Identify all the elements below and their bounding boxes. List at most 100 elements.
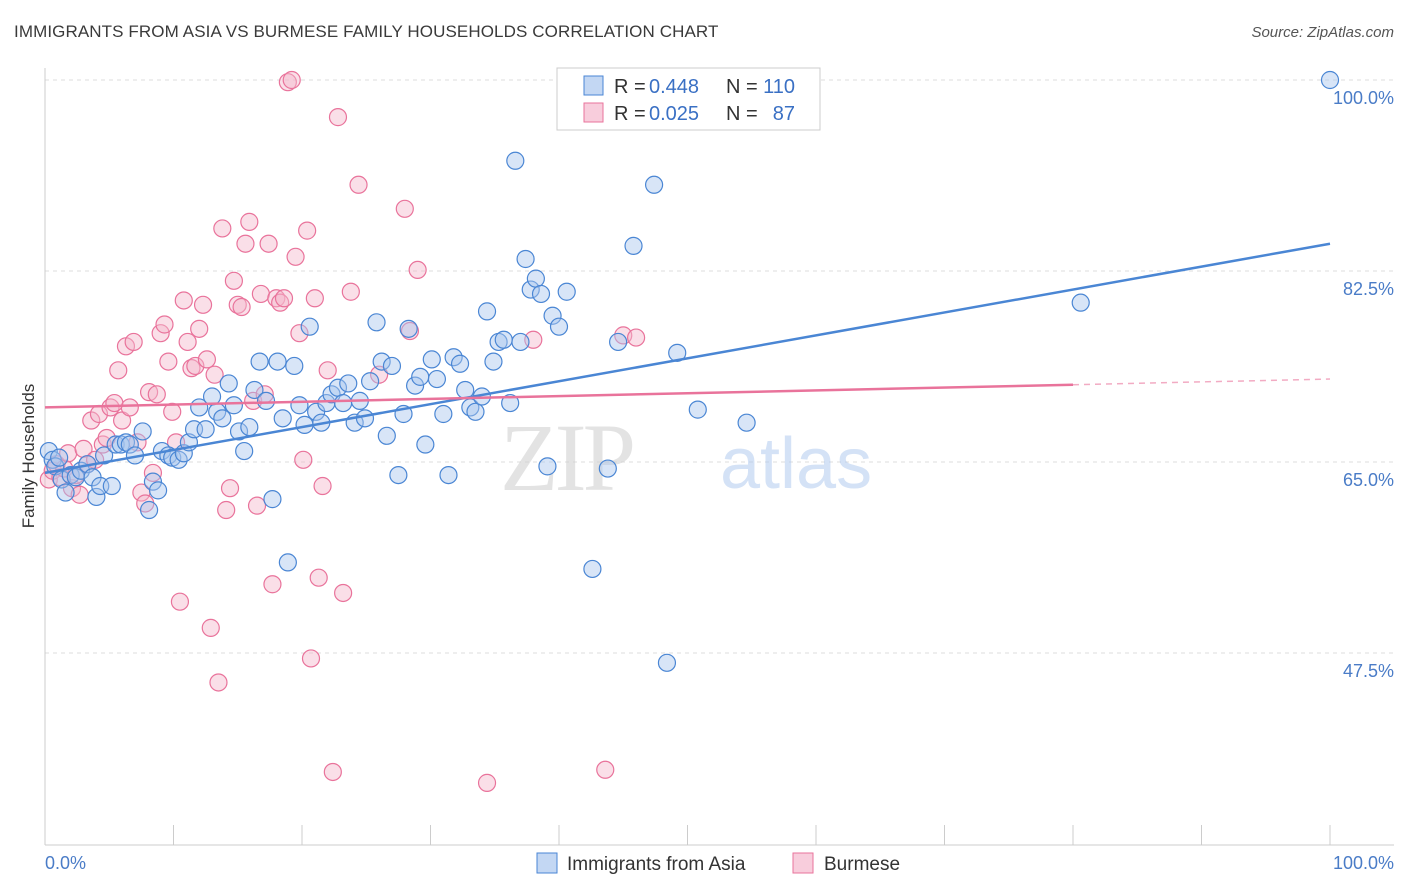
trend-lines bbox=[44, 242, 1331, 475]
data-point-asia bbox=[133, 422, 152, 441]
data-point-burmese bbox=[232, 297, 251, 317]
data-point-burmese bbox=[155, 315, 174, 334]
legend-swatch-burmese bbox=[583, 102, 604, 123]
data-point-burmese bbox=[626, 328, 646, 347]
data-point-asia bbox=[511, 332, 530, 352]
y-axis-tick-labels: 100.0% 82.5% 65.0% 47.5% bbox=[1333, 88, 1394, 681]
data-point-burmese bbox=[193, 295, 213, 314]
data-point-asia bbox=[516, 249, 535, 269]
chart-title: IMMIGRANTS FROM ASIA VS BURMESE FAMILY H… bbox=[14, 22, 719, 41]
series-asia-points bbox=[39, 70, 1340, 672]
data-point-asia bbox=[427, 369, 447, 389]
x-tick-label-right: 100.0% bbox=[1333, 853, 1394, 873]
data-point-asia bbox=[372, 352, 391, 371]
data-point-asia bbox=[439, 465, 458, 485]
data-point-burmese bbox=[282, 70, 301, 90]
data-point-asia bbox=[521, 280, 540, 299]
data-point-burmese bbox=[395, 199, 414, 218]
data-point-burmese bbox=[328, 108, 348, 127]
bottom-legend-label-asia: Immigrants from Asia bbox=[567, 854, 746, 875]
data-point-burmese bbox=[105, 393, 124, 413]
data-point-asia bbox=[355, 409, 375, 428]
data-point-asia bbox=[213, 409, 232, 428]
legend-r-label-burmese: R = bbox=[614, 103, 646, 125]
data-point-burmese bbox=[217, 500, 236, 520]
bottom-legend: Immigrants from Asia Burmese bbox=[536, 852, 900, 875]
data-point-asia bbox=[240, 417, 259, 437]
data-point-asia bbox=[1320, 70, 1340, 90]
data-point-burmese bbox=[124, 332, 143, 352]
legend-n-label-burmese: N = bbox=[726, 103, 758, 125]
data-point-asia bbox=[598, 459, 617, 478]
data-point-asia bbox=[367, 313, 386, 332]
data-point-burmese bbox=[209, 673, 228, 692]
data-point-asia bbox=[278, 553, 297, 572]
data-point-asia bbox=[737, 413, 756, 432]
data-point-asia bbox=[263, 490, 282, 509]
stats-legend: R = 0.448 N = 110 R = 0.025 N = 87 bbox=[556, 67, 821, 131]
gridlines bbox=[45, 79, 1394, 654]
data-point-asia bbox=[361, 372, 380, 391]
data-point-asia bbox=[549, 317, 569, 336]
data-point-burmese bbox=[240, 212, 259, 231]
data-point-burmese bbox=[298, 221, 317, 240]
data-point-burmese bbox=[201, 618, 220, 637]
data-point-asia bbox=[334, 393, 353, 413]
data-point-asia bbox=[148, 481, 168, 500]
data-point-asia bbox=[444, 348, 463, 367]
data-point-burmese bbox=[74, 439, 93, 459]
data-point-asia bbox=[120, 435, 139, 454]
y-axis-label: Family Households bbox=[19, 384, 38, 529]
data-point-asia bbox=[477, 302, 497, 321]
data-point-asia bbox=[273, 409, 292, 428]
data-point-asia bbox=[526, 269, 545, 288]
data-point-burmese bbox=[109, 361, 128, 380]
data-point-burmese bbox=[205, 365, 224, 384]
data-point-burmese bbox=[313, 476, 332, 496]
data-point-asia bbox=[538, 457, 557, 476]
y-tick-label: 82.5% bbox=[1343, 279, 1394, 299]
data-point-burmese bbox=[120, 398, 139, 417]
data-point-burmese bbox=[318, 361, 337, 380]
data-point-burmese bbox=[305, 289, 324, 308]
data-point-burmese bbox=[190, 319, 209, 338]
bottom-legend-label-burmese: Burmese bbox=[824, 854, 900, 875]
data-point-asia bbox=[268, 352, 287, 371]
chart-source: Source: ZipAtlas.com bbox=[1251, 24, 1394, 41]
data-point-asia bbox=[245, 380, 264, 400]
data-point-asia bbox=[39, 441, 58, 461]
data-point-asia bbox=[339, 374, 358, 393]
data-point-asia bbox=[531, 284, 551, 304]
data-point-asia bbox=[506, 151, 525, 170]
data-point-asia bbox=[300, 317, 319, 336]
data-point-burmese bbox=[334, 583, 353, 603]
data-point-asia bbox=[543, 306, 562, 325]
data-point-asia bbox=[139, 500, 159, 520]
data-point-burmese bbox=[151, 324, 170, 343]
data-point-burmese bbox=[294, 450, 313, 469]
legend-r-label-asia: R = bbox=[614, 76, 646, 98]
y-tick-label: 65.0% bbox=[1343, 470, 1394, 490]
data-point-burmese bbox=[596, 760, 615, 779]
data-point-asia bbox=[657, 653, 677, 672]
data-point-burmese bbox=[247, 496, 267, 515]
data-point-asia bbox=[411, 367, 430, 386]
data-point-burmese bbox=[186, 356, 205, 376]
data-point-asia bbox=[377, 426, 396, 445]
data-point-burmese bbox=[174, 291, 193, 310]
data-point-asia bbox=[87, 487, 106, 507]
data-point-asia bbox=[250, 352, 269, 371]
data-point-asia bbox=[50, 448, 69, 467]
data-point-asia bbox=[399, 319, 418, 338]
data-point-asia bbox=[609, 332, 628, 352]
data-point-asia bbox=[95, 446, 114, 465]
data-point-burmese bbox=[274, 289, 294, 308]
data-point-burmese bbox=[408, 260, 427, 280]
data-point-asia bbox=[285, 356, 304, 376]
data-point-asia bbox=[256, 391, 276, 410]
data-point-burmese bbox=[236, 234, 255, 253]
legend-n-label-asia: N = bbox=[726, 76, 758, 98]
data-point-burmese bbox=[163, 402, 182, 421]
data-point-burmese bbox=[259, 234, 278, 253]
data-point-asia bbox=[494, 330, 513, 349]
